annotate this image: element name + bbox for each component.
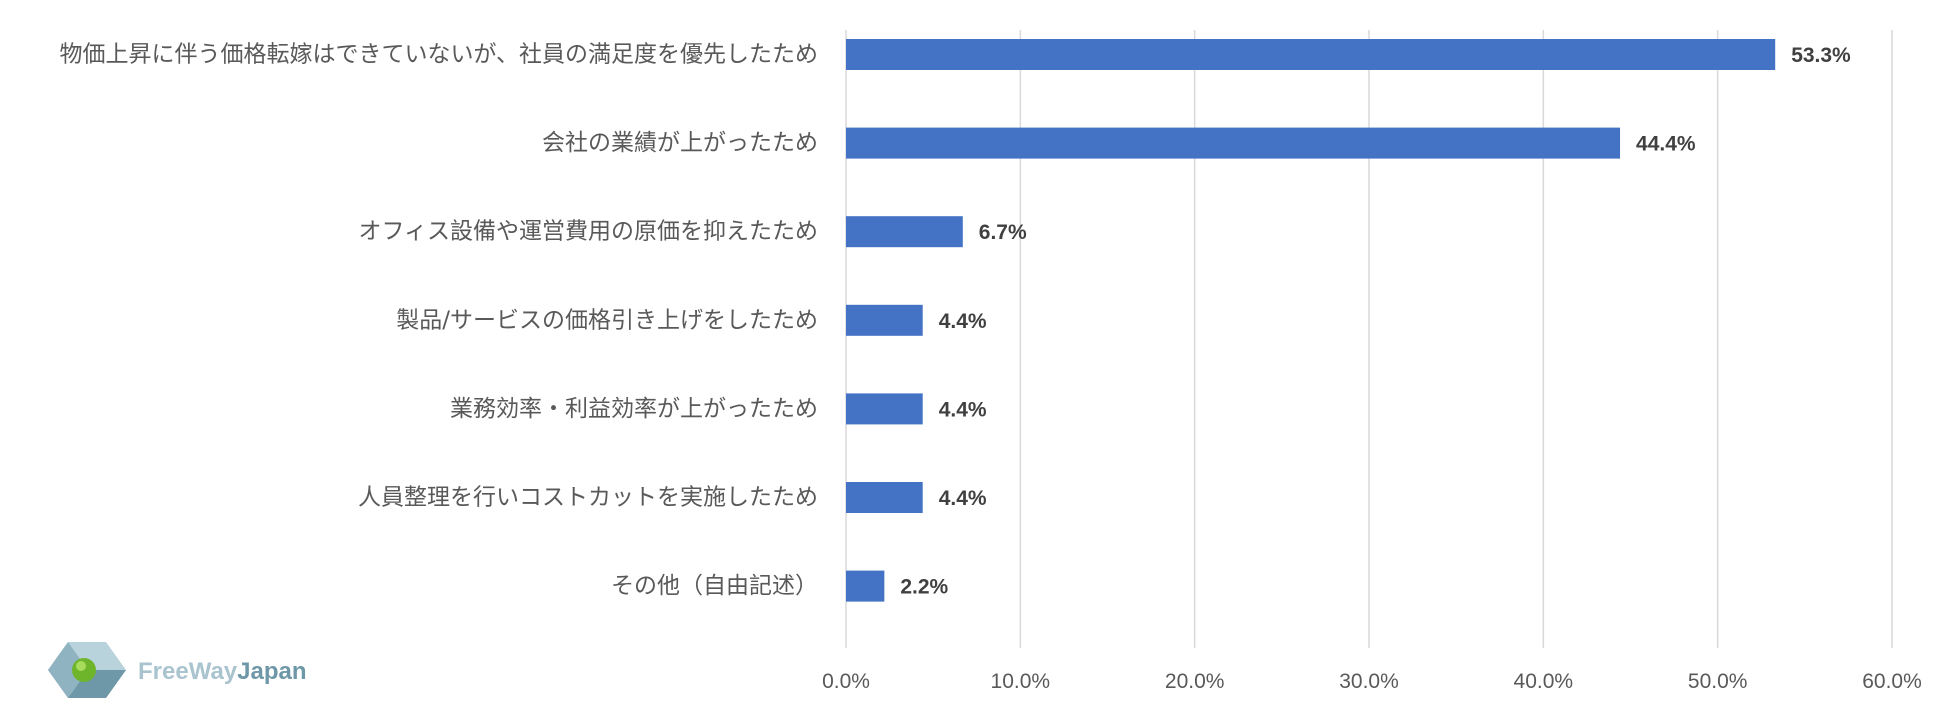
data-labels: 53.3% 44.4% 6.7% 4.4% 4.4% 4.4% 2.2% xyxy=(900,44,1851,599)
bar xyxy=(846,482,923,513)
bar xyxy=(846,304,923,336)
bar xyxy=(846,127,1621,159)
data-label: 6.7% xyxy=(979,221,1027,244)
category-labels: 物価上昇に伴う価格転嫁はできていないが、社員の満足度を優先したため会社の業績が上… xyxy=(59,42,818,600)
category-label: 物価上昇に伴う価格転嫁はできていないが、社員の満足度を優先したため xyxy=(59,42,818,68)
logo-text-freeway: FreeWay xyxy=(138,658,238,685)
x-tick-label: 30.0% xyxy=(1339,670,1399,693)
logo-mark-icon xyxy=(48,642,126,698)
logo-text-japan: Japan xyxy=(237,658,307,685)
category-label: 会社の業績が上がったため xyxy=(542,130,818,156)
category-label: 人員整理を行いコストカットを実施したため xyxy=(358,485,818,511)
x-tick-label: 20.0% xyxy=(1165,670,1225,693)
x-tick-label: 0.0% xyxy=(822,670,870,693)
data-label: 4.4% xyxy=(939,310,987,333)
x-tick-label: 50.0% xyxy=(1688,670,1748,693)
x-tick-label: 10.0% xyxy=(991,670,1051,693)
gridlines xyxy=(845,30,1893,648)
category-label: その他（自由記述） xyxy=(611,573,818,599)
data-label: 4.4% xyxy=(939,398,987,421)
category-label: 製品/サービスの価格引き上げをしたため xyxy=(396,307,818,333)
bar xyxy=(846,39,1776,70)
x-axis-ticks: 0.0% 10.0% 20.0% 30.0% 40.0% 50.0% 60.0% xyxy=(822,670,1922,693)
data-label: 53.3% xyxy=(1791,44,1851,67)
category-label: オフィス設備や運営費用の原価を抑えたため xyxy=(358,219,818,245)
x-tick-label: 60.0% xyxy=(1862,670,1922,693)
data-label: 2.2% xyxy=(900,576,948,599)
logo-text: FreeWayJapan xyxy=(138,658,307,686)
x-tick-label: 40.0% xyxy=(1514,670,1574,693)
freewayjapan-logo: FreeWayJapan xyxy=(48,640,348,700)
data-label: 4.4% xyxy=(939,487,987,510)
category-label: 業務効率・利益効率が上がったため xyxy=(450,396,818,422)
bars xyxy=(846,39,1776,602)
data-label: 44.4% xyxy=(1636,133,1696,156)
bar xyxy=(846,393,923,425)
bar xyxy=(846,216,963,248)
bar xyxy=(846,570,885,602)
